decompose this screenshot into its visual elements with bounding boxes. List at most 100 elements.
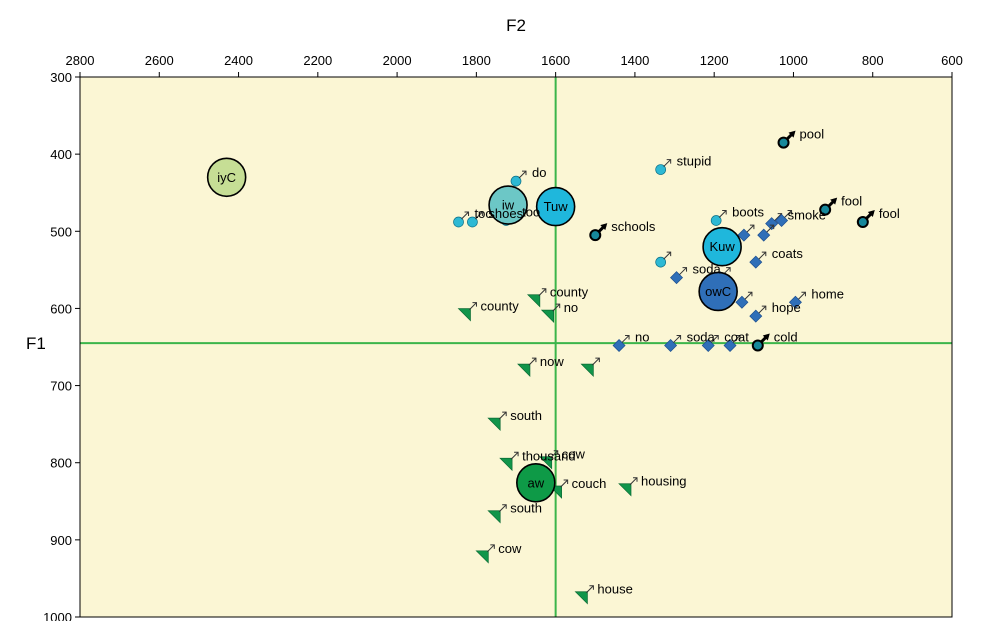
point-label: hope [772, 300, 801, 315]
point-marker [574, 591, 588, 605]
male-arrow-head [531, 357, 537, 363]
data-point [757, 224, 775, 242]
x-tick-label: 1000 [779, 53, 808, 68]
male-arrow-head [682, 267, 688, 272]
y-tick-label: 800 [50, 456, 72, 471]
point-label: cold [774, 329, 798, 344]
centroid-marker [206, 157, 247, 198]
point-label: cow [498, 541, 522, 556]
data-point [574, 585, 594, 605]
data-point [457, 302, 477, 322]
male-arrow-head [867, 210, 875, 218]
male-arrow-head [464, 211, 470, 217]
male-arrow-shaft [552, 303, 561, 312]
point-label: south [510, 408, 542, 423]
y-tick-label: 300 [50, 70, 72, 85]
centroid-label: Kuw [709, 239, 735, 254]
centroid-label: owC [705, 284, 731, 299]
point-label: county [550, 285, 589, 300]
male-arrow-head [788, 130, 796, 138]
y-tick-label: 500 [50, 224, 72, 239]
data-point [475, 544, 495, 564]
centroid-marker [698, 271, 738, 312]
data-point [487, 504, 507, 524]
data-point [777, 130, 796, 149]
male-arrow-head [633, 477, 638, 482]
male-arrow-shaft [732, 335, 741, 343]
data-point [655, 251, 672, 268]
y-tick-label: 700 [50, 379, 72, 394]
male-arrow-shaft [486, 544, 495, 553]
point-label: fool [841, 194, 862, 209]
data-point [701, 334, 719, 352]
data-point [749, 305, 767, 323]
male-arrow-head [478, 211, 483, 217]
point-marker [710, 215, 722, 226]
male-arrow-head [522, 170, 527, 176]
point-marker [487, 417, 501, 431]
male-arrow-head [595, 357, 600, 363]
centroid-marker [702, 226, 742, 267]
male-arrow-head [625, 334, 630, 340]
data-point [775, 209, 793, 227]
y-tick-label: 400 [50, 147, 72, 162]
male-arrow-head [514, 451, 519, 457]
data-point [710, 209, 727, 226]
data-point [467, 211, 483, 228]
male-arrow-shaft [663, 159, 672, 167]
x-tick-label: 1800 [462, 53, 491, 68]
data-point [487, 411, 507, 431]
data-point [788, 291, 806, 309]
male-arrow-head [761, 305, 767, 311]
point-marker [538, 456, 553, 470]
x-axis-title: F2 [506, 16, 526, 35]
male-arrow-head [502, 411, 507, 417]
point-label: thousand [522, 448, 576, 463]
male-arrow-head [761, 251, 767, 257]
point-marker [467, 216, 478, 228]
male-arrow-shaft [461, 211, 469, 220]
point-marker [751, 339, 764, 352]
male-arrow-head [714, 334, 719, 340]
y-tick-label: 1000 [43, 610, 72, 621]
male-arrow-shaft [673, 335, 681, 343]
male-arrow-shaft [498, 504, 507, 513]
male-arrow-head [589, 585, 594, 590]
point-marker [453, 216, 464, 228]
point-label: soda [693, 262, 722, 277]
male-arrow-head [749, 224, 755, 230]
point-marker [540, 309, 555, 323]
male-arrow-shaft [621, 335, 630, 343]
male-arrow-shaft [798, 291, 806, 300]
data-point [538, 450, 559, 470]
male-arrow-shaft [774, 213, 783, 221]
data-point [499, 451, 519, 472]
point-marker [499, 457, 513, 472]
male-arrow-head [726, 267, 731, 272]
point-marker [819, 203, 832, 216]
data-point [510, 170, 527, 187]
x-tick-label: 2000 [383, 53, 412, 68]
x-tick-label: 1200 [700, 53, 729, 68]
point-label: housing [641, 474, 687, 489]
male-arrow-head [563, 479, 569, 485]
point-label: too [522, 204, 540, 219]
male-arrow-head [801, 291, 806, 297]
data-point [589, 223, 608, 242]
data-point [819, 197, 838, 216]
data-point [453, 211, 470, 228]
male-arrow-shaft [744, 291, 753, 300]
male-arrow-head [736, 334, 741, 340]
x-tick-label: 1400 [620, 53, 649, 68]
x-tick-label: 2200 [303, 53, 332, 68]
male-arrow-head [676, 334, 682, 340]
point-label: cow [562, 447, 586, 462]
male-arrow-head [502, 504, 507, 509]
male-arrow-shaft [510, 451, 519, 460]
centroid-marker [488, 185, 528, 225]
male-arrow-shaft [550, 450, 559, 459]
point-label: no [635, 329, 649, 344]
centroid-label: iw [502, 198, 515, 213]
male-arrow-head [787, 209, 793, 215]
